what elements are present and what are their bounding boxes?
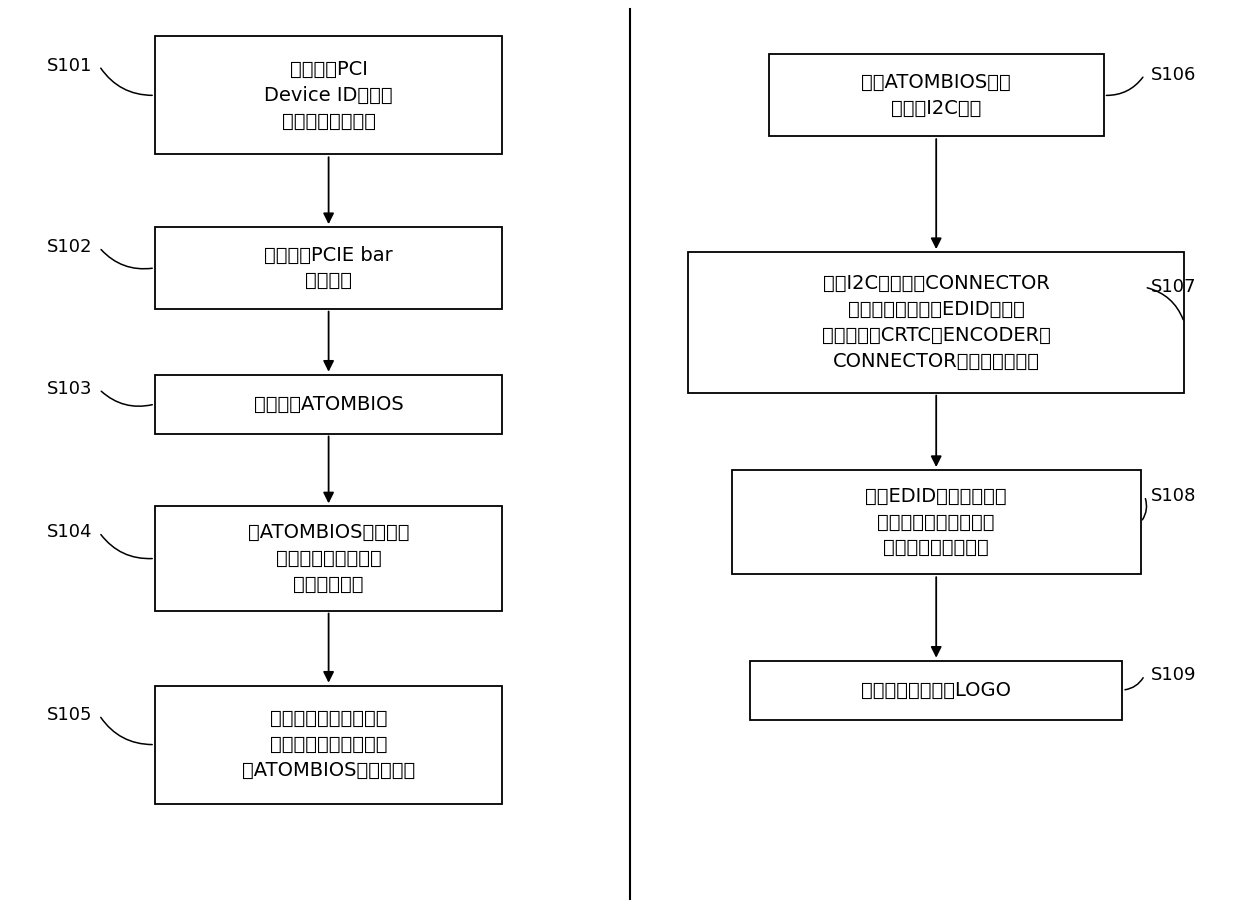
Text: 读取显卡PCI
Device ID并以此
获取显卡核心架构: 读取显卡PCI Device ID并以此 获取显卡核心架构 [264,60,393,131]
Text: 利用ATOMBIOS初始
化显卡I2C总线: 利用ATOMBIOS初始 化显卡I2C总线 [862,73,1011,118]
Text: 获取显卡ATOMBIOS: 获取显卡ATOMBIOS [254,395,403,413]
Text: S104: S104 [47,523,93,541]
Text: S109: S109 [1151,666,1197,685]
Text: 往帧缓冲区中写入LOGO: 往帧缓冲区中写入LOGO [862,681,1011,699]
Bar [155,374,502,434]
Text: 根据显卡内存频率、电
压、工作频率等参数利
用ATOMBIOS初始化显卡: 根据显卡内存频率、电 压、工作频率等参数利 用ATOMBIOS初始化显卡 [242,709,415,780]
Text: S107: S107 [1151,278,1197,296]
Bar [769,54,1104,136]
Text: 获取显卡PCIE bar
空间地址: 获取显卡PCIE bar 空间地址 [264,245,393,291]
Text: 从ATOMBIOS提取显卡
内存频率、电压、工
作频率等参数: 从ATOMBIOS提取显卡 内存频率、电压、工 作频率等参数 [248,523,409,594]
Bar [155,227,502,309]
FancyArrowPatch shape [1125,677,1143,690]
FancyArrowPatch shape [100,68,153,95]
FancyArrowPatch shape [1106,77,1143,95]
FancyArrowPatch shape [1147,288,1183,320]
Bar [155,686,502,804]
FancyArrowPatch shape [100,535,153,558]
Text: S108: S108 [1151,487,1197,505]
Bar [155,507,502,610]
Text: 根据EDID中分辨率和色
深信息申请显存，完成
相应的帧缓冲区设置: 根据EDID中分辨率和色 深信息申请显存，完成 相应的帧缓冲区设置 [866,487,1007,558]
Text: 利用I2C总线判断CONNECTOR
状态并读取对应的EDID信息，
初始化显卡CRTC、ENCODER、
CONNECTOR，完成模式设置: 利用I2C总线判断CONNECTOR 状态并读取对应的EDID信息， 初始化显卡… [822,274,1050,370]
FancyArrowPatch shape [100,717,153,745]
FancyArrowPatch shape [1142,498,1147,519]
Bar [732,470,1141,574]
Text: S101: S101 [47,57,93,74]
FancyArrowPatch shape [100,250,153,269]
Text: S105: S105 [47,706,93,724]
Text: S103: S103 [47,380,93,399]
Bar [750,661,1122,719]
Bar [155,36,502,154]
Text: S106: S106 [1151,66,1197,84]
Text: S102: S102 [47,239,93,256]
FancyArrowPatch shape [102,391,153,406]
Bar [688,252,1184,392]
